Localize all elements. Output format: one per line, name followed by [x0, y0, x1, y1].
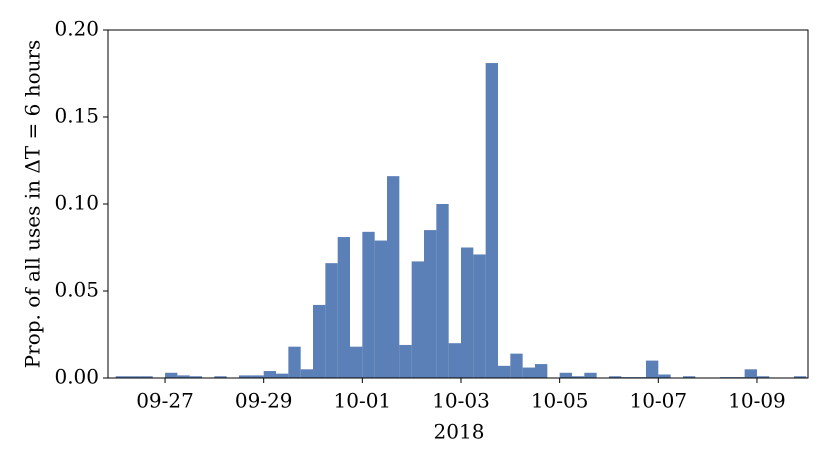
bar — [128, 376, 141, 378]
bar — [497, 365, 511, 378]
bar — [239, 375, 252, 378]
bar — [510, 353, 523, 378]
bar — [337, 237, 351, 378]
y-tick-label: 0.05 — [54, 278, 99, 302]
bar — [473, 254, 486, 378]
bar — [177, 375, 190, 378]
bar — [189, 376, 203, 378]
bar — [658, 374, 671, 378]
y-tick-label: 0.00 — [54, 365, 99, 389]
bar — [682, 376, 696, 378]
bar — [350, 346, 363, 378]
x-tick-label: 09-29 — [235, 389, 293, 413]
bar — [448, 343, 461, 378]
x-tick-label: 10-09 — [728, 389, 786, 413]
bar — [744, 369, 757, 378]
bar — [608, 376, 622, 378]
y-axis-label: Prop. of all uses in ΔT = 6 hours — [21, 40, 45, 369]
bar — [522, 367, 535, 378]
bar — [411, 261, 425, 378]
bar — [288, 346, 301, 378]
y-tick-label: 0.10 — [54, 191, 99, 215]
bar — [387, 176, 400, 378]
bar — [325, 263, 338, 378]
y-tick-label: 0.15 — [54, 104, 99, 128]
x-tick-label: 10-07 — [629, 389, 687, 413]
bar — [251, 375, 264, 378]
bar — [165, 372, 178, 378]
bar — [140, 376, 153, 378]
bar — [571, 376, 585, 378]
bar — [362, 231, 375, 378]
bar — [460, 247, 474, 378]
bar — [399, 344, 412, 378]
bar — [263, 371, 277, 378]
bar — [793, 376, 807, 378]
bar — [584, 372, 597, 378]
x-tick-label: 10-03 — [432, 389, 490, 413]
x-tick-label: 10-05 — [531, 389, 589, 413]
bar — [485, 63, 498, 379]
bar — [756, 376, 770, 378]
bar — [276, 373, 289, 378]
plot-frame — [107, 29, 809, 379]
bar — [534, 364, 548, 378]
bar — [214, 376, 227, 378]
bar — [313, 304, 326, 378]
bar — [115, 376, 129, 378]
bar — [645, 360, 659, 378]
bar — [559, 372, 572, 378]
y-tick-label: 0.20 — [54, 17, 99, 41]
bar — [436, 204, 449, 378]
x-tick-label: 10-01 — [334, 389, 392, 413]
x-axis-label: 2018 — [434, 420, 485, 444]
x-tick-label: 09-27 — [136, 389, 194, 413]
bar — [374, 240, 388, 378]
bar — [300, 369, 314, 378]
bar — [424, 230, 437, 378]
